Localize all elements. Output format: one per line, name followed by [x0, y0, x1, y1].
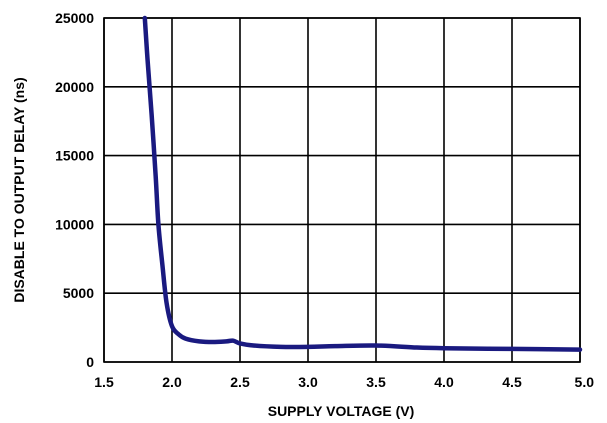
x-tick-label: 1.5 — [94, 374, 114, 390]
x-tick-label: 2.0 — [162, 374, 182, 390]
x-tick-label: 5.0 — [575, 374, 595, 390]
y-tick-label: 25000 — [55, 10, 94, 26]
x-tick-label: 3.0 — [298, 374, 318, 390]
y-tick-label: 20000 — [55, 79, 94, 95]
x-tick-label: 4.0 — [434, 374, 454, 390]
grid — [103, 17, 581, 363]
y-tick-label: 10000 — [55, 216, 94, 232]
series-group — [142, 15, 583, 352]
y-axis-label: DISABLE TO OUTPUT DELAY (ns) — [11, 77, 27, 302]
x-tick-label: 2.5 — [230, 374, 250, 390]
y-tick-labels: 0 5000 10000 15000 20000 25000 — [55, 10, 94, 370]
x-tick-labels: 1.5 2.0 2.5 3.0 3.5 4.0 4.5 5.0 — [94, 374, 594, 390]
x-axis-label: SUPPLY VOLTAGE (V) — [268, 403, 415, 419]
x-tick-label: 4.5 — [502, 374, 522, 390]
y-tick-label: 15000 — [55, 148, 94, 164]
x-tick-label: 3.5 — [366, 374, 386, 390]
y-tick-label: 0 — [86, 354, 94, 370]
series-line — [142, 15, 583, 352]
plot-frame — [103, 17, 581, 363]
y-tick-label: 5000 — [63, 285, 94, 301]
